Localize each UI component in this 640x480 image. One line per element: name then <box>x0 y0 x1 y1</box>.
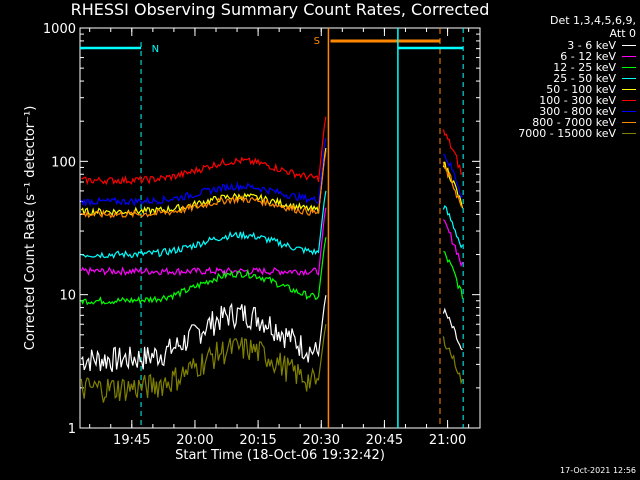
x-tick-label: 20:15 <box>239 433 276 448</box>
series-line-after-gap-0 <box>442 307 463 351</box>
legend-swatch <box>622 100 636 101</box>
series-line-2 <box>80 237 327 306</box>
series-line-8 <box>80 324 327 403</box>
legend-label: 7000 - 15000 keV <box>518 127 616 140</box>
x-axis-label: Start Time (18-Oct-06 19:32:42) <box>175 448 385 463</box>
legend: Det 1,3,4,5,6,9, Att 0 3 - 6 keV 6 - 12 k… <box>480 14 636 139</box>
series-line-after-gap-1 <box>443 219 464 268</box>
x-tick-label: 20:00 <box>176 433 213 448</box>
legend-swatch <box>622 78 636 79</box>
legend-entry: 25 - 50 keV <box>480 73 636 84</box>
legend-label: 800 - 7000 keV <box>532 116 616 129</box>
x-tick-label: 20:30 <box>303 433 340 448</box>
legend-entry: 300 - 800 keV <box>480 106 636 117</box>
legend-label: 12 - 25 keV <box>553 61 616 74</box>
series-line-after-gap-3 <box>442 204 463 249</box>
series-line-after-gap-5 <box>442 129 463 175</box>
legend-label: 50 - 100 keV <box>546 83 616 96</box>
legend-swatch <box>622 67 636 68</box>
series-line-7 <box>80 150 327 219</box>
series-line-after-gap-8 <box>442 336 464 385</box>
flag-label-n: N <box>152 44 159 55</box>
timestamp: 17-Oct-2021 12:56 <box>560 466 636 475</box>
legend-entry: 7000 - 15000 keV <box>480 128 636 139</box>
plot-frame <box>79 27 481 429</box>
legend-label: 100 - 300 keV <box>539 94 616 107</box>
series-line-after-gap-2 <box>443 251 464 299</box>
legend-swatch <box>622 45 636 46</box>
legend-label: 300 - 800 keV <box>539 105 616 118</box>
y-tick-label: 10 <box>59 289 76 304</box>
legend-label: 6 - 12 keV <box>560 50 616 63</box>
legend-swatch <box>622 111 636 112</box>
series-line-after-gap-6 <box>442 153 463 199</box>
y-tick-label: 100 <box>51 155 76 170</box>
y-axis-label: Corrected Count Rate (s⁻¹ detector⁻¹) <box>23 106 38 351</box>
series-line-0 <box>80 295 327 373</box>
series-line-5 <box>81 116 327 186</box>
legend-label: 3 - 6 keV <box>567 39 616 52</box>
series-line-after-gap-7 <box>442 161 463 207</box>
legend-swatch <box>622 56 636 57</box>
y-tick-label: 1000 <box>43 22 76 37</box>
y-tick-label: 1 <box>68 422 76 437</box>
x-tick-label: 20:45 <box>366 433 403 448</box>
legend-swatch <box>622 89 636 90</box>
legend-entry: 50 - 100 keV <box>480 84 636 95</box>
legend-swatch <box>622 122 636 123</box>
x-tick-label: 21:00 <box>429 433 466 448</box>
flag-label-s: S <box>314 36 320 47</box>
legend-entry: 12 - 25 keV <box>480 62 636 73</box>
legend-label: 25 - 50 keV <box>553 72 616 85</box>
legend-entry: 3 - 6 keV <box>480 40 636 51</box>
chart-title: RHESSI Observing Summary Count Rates, Co… <box>70 0 490 19</box>
legend-swatch <box>622 133 636 134</box>
legend-entry: 800 - 7000 keV <box>480 117 636 128</box>
series-line-4 <box>80 147 327 217</box>
series-line-6 <box>80 137 327 208</box>
legend-entry: 6 - 12 keV <box>480 51 636 62</box>
series-line-1 <box>80 207 327 277</box>
legend-header-line1: Det 1,3,4,5,6,9, <box>549 14 636 27</box>
series-line-3 <box>81 190 327 259</box>
legend-header-line2: Att 0 <box>609 27 636 40</box>
x-tick-label: 19:45 <box>113 433 150 448</box>
legend-entry: 100 - 300 keV <box>480 95 636 106</box>
